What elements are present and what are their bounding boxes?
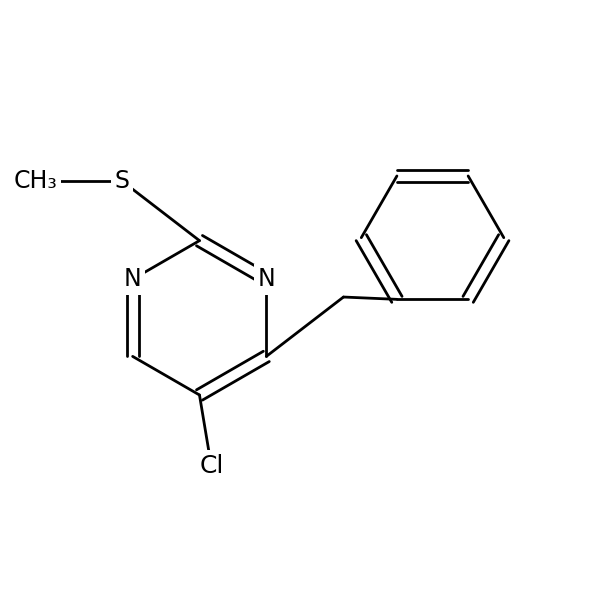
- Text: S: S: [115, 169, 130, 193]
- Text: CH₃: CH₃: [13, 169, 57, 193]
- Text: Cl: Cl: [199, 454, 224, 478]
- Text: N: N: [124, 267, 142, 291]
- Text: N: N: [257, 267, 275, 291]
